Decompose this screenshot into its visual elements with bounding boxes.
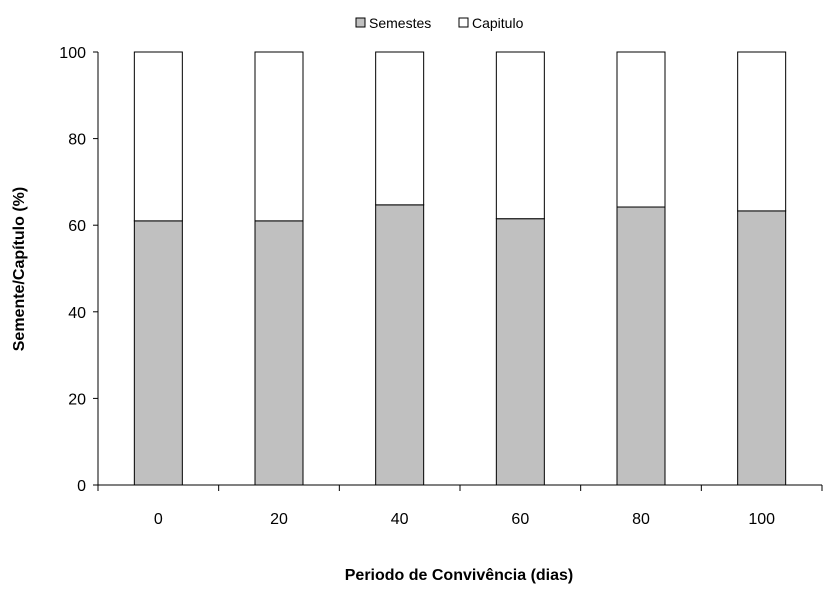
y-axis: 0 20 40 60 80 100 [59,45,99,495]
y-tick-label: 0 [77,478,86,495]
y-tick-label: 60 [68,218,86,235]
bar-capitulo-40 [375,51,425,206]
x-tick-label: 100 [748,511,775,528]
x-tick-label: 60 [511,511,529,528]
legend-swatch-capitulo [458,17,469,28]
x-tick-label: 0 [154,511,163,528]
x-tick-label: 80 [632,511,650,528]
bar-semestes-80 [616,206,666,486]
x-axis-title: Periodo de Convivência (dias) [345,567,574,584]
bar-capitulo-80 [616,51,666,208]
legend-swatch-semestes [355,17,366,28]
y-tick-label: 40 [68,305,86,322]
bar-semestes-100 [737,210,787,486]
legend-label-capitulo: Capitulo [472,15,524,31]
x-tick-label: 40 [391,511,409,528]
x-tick-label: 20 [270,511,288,528]
x-axis: 0 20 40 60 80 100 [97,484,823,528]
y-tick-label: 20 [68,391,86,408]
bar-semestes-40 [375,204,425,486]
legend-label-semestes: Semestes [369,15,431,31]
legend: Semestes Capitulo [355,15,524,31]
bar-capitulo-20 [254,51,304,222]
bar-semestes-60 [495,218,545,486]
y-tick-label: 100 [59,45,86,62]
bar-capitulo-100 [737,51,787,212]
bar-semestes-20 [254,220,304,486]
y-axis-title: Semente/Capítulo (%) [11,187,28,351]
bar-semestes-0 [133,220,183,486]
bar-capitulo-0 [133,51,183,222]
bar-capitulo-60 [495,51,545,220]
y-tick-label: 80 [68,132,86,149]
bars-group [133,51,787,486]
